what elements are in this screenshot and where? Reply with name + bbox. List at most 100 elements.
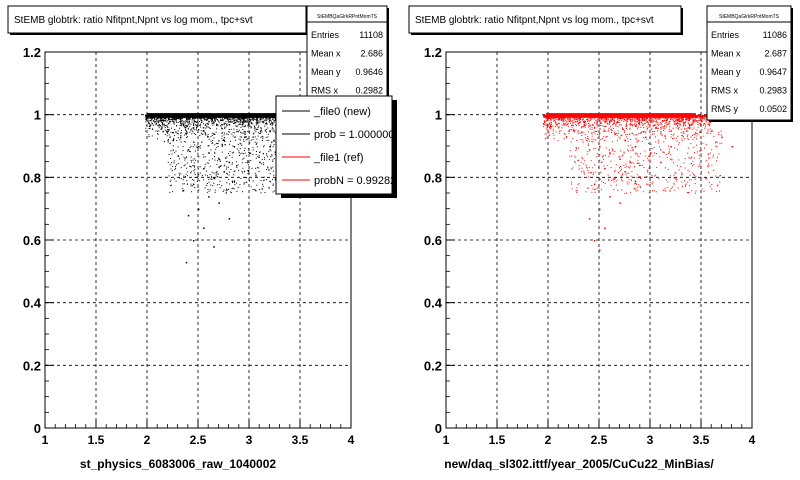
density-dot	[210, 117, 212, 119]
density-dot	[619, 138, 621, 140]
density-dot	[653, 125, 655, 127]
density-dot	[224, 122, 226, 124]
density-dot	[690, 136, 692, 138]
density-dot	[219, 165, 221, 167]
density-dot	[622, 127, 624, 129]
density-dot	[214, 189, 216, 191]
density-dot	[248, 122, 250, 124]
y-tick-label: 0.2	[424, 358, 442, 373]
density-dot	[636, 124, 638, 126]
density-dot	[547, 117, 549, 119]
density-dot	[696, 132, 698, 134]
density-dot	[594, 117, 596, 119]
density-dot	[643, 117, 645, 119]
density-dot	[247, 123, 249, 125]
density-dot	[571, 124, 573, 126]
stats-label: Entries	[311, 30, 340, 40]
density-dot	[192, 164, 194, 166]
density-dot	[564, 117, 566, 119]
density-dot	[688, 139, 690, 141]
density-dot	[564, 122, 566, 124]
density-dot	[668, 117, 670, 119]
density-dot	[174, 117, 176, 119]
density-dot	[163, 131, 165, 133]
density-dot	[633, 118, 635, 120]
density-dot	[158, 127, 160, 129]
density-dot	[236, 131, 238, 133]
density-dot	[238, 154, 240, 156]
x-tick-label: 3	[647, 433, 654, 447]
density-dot	[239, 123, 241, 125]
density-dot	[258, 125, 260, 127]
density-dot	[656, 123, 658, 125]
density-dot	[561, 117, 563, 119]
density-dot	[161, 127, 163, 129]
density-dot	[548, 127, 550, 129]
density-dot	[225, 158, 227, 160]
density-dot	[245, 135, 247, 137]
density-dot	[246, 138, 248, 140]
x-axis-label: st_physics_6083006_raw_1040002	[80, 457, 276, 471]
density-dot	[239, 136, 241, 138]
density-dot	[157, 138, 159, 140]
density-dot	[226, 156, 228, 158]
density-dot	[618, 117, 620, 119]
density-dot	[602, 119, 604, 121]
density-dot	[153, 117, 155, 119]
density-dot	[591, 135, 593, 137]
density-dot	[146, 125, 148, 127]
density-dot	[630, 118, 632, 120]
density-dot	[187, 150, 189, 152]
density-dot	[240, 139, 242, 141]
density-dot	[641, 123, 643, 125]
density-dot	[164, 117, 166, 119]
density-dot	[256, 121, 258, 123]
density-dot	[249, 118, 251, 120]
density-dot	[222, 190, 224, 192]
density-dot	[245, 120, 247, 122]
density-dot	[695, 133, 697, 135]
density-dot	[241, 124, 243, 126]
density-dot	[264, 191, 266, 193]
density-dot	[242, 119, 244, 121]
density-dot	[258, 156, 260, 158]
density-dot	[252, 118, 254, 120]
density-dot	[241, 117, 243, 119]
density-dot	[630, 119, 632, 121]
density-dot	[268, 187, 270, 189]
density-dot	[271, 128, 273, 130]
density-dot	[196, 125, 198, 127]
density-dot	[189, 122, 191, 124]
density-dot	[262, 136, 264, 138]
density-dot	[157, 125, 159, 127]
density-dot	[240, 126, 242, 128]
density-dot	[242, 129, 244, 131]
density-dot	[584, 122, 586, 124]
density-dot	[661, 125, 663, 127]
density-dot	[637, 119, 639, 121]
density-dot	[214, 133, 216, 135]
density-dot	[162, 122, 164, 124]
density-dot	[204, 163, 206, 165]
density-dot	[242, 119, 244, 121]
density-dot	[697, 115, 699, 117]
density-dot	[692, 120, 694, 122]
density-dot	[163, 120, 165, 122]
density-dot	[636, 118, 638, 120]
density-dot	[621, 120, 623, 122]
density-dot	[638, 140, 640, 142]
density-dot	[700, 123, 702, 125]
density-dot	[673, 123, 675, 125]
density-dot	[183, 123, 185, 125]
density-dot	[187, 171, 189, 173]
density-dot	[190, 166, 192, 168]
density-dot	[247, 138, 249, 140]
density-dot	[683, 124, 685, 126]
density-dot	[258, 132, 260, 134]
density-dot	[658, 124, 660, 126]
density-dot	[689, 119, 691, 121]
density-dot	[267, 127, 269, 129]
density-dot	[181, 123, 183, 125]
density-dot	[170, 119, 172, 121]
density-dot	[226, 189, 228, 191]
